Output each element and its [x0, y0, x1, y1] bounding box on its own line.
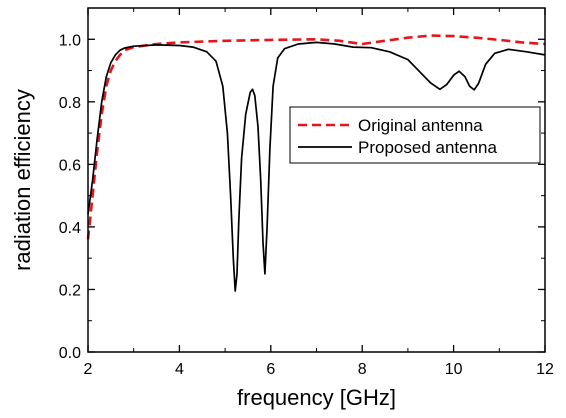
x-tick-label: 6: [266, 361, 275, 378]
x-tick-label: 4: [175, 361, 184, 378]
legend-label-original: Original antenna: [358, 116, 483, 135]
x-axis: 2 4 6 8 10 12: [84, 8, 554, 378]
x-tick-label: 8: [358, 361, 367, 378]
x-axis-label: frequency [GHz]: [237, 385, 396, 410]
series-line-proposed: [87, 41, 546, 292]
y-axis: 0.0 0.2 0.4 0.6 0.8 1.0: [59, 32, 545, 362]
legend-box: [289, 106, 541, 164]
y-axis-label: radiation efficiency: [10, 89, 35, 271]
y-tick-label: 1.0: [59, 32, 81, 49]
legend: Original antenna Proposed antenna: [289, 106, 541, 164]
y-tick-label: 0.8: [59, 95, 81, 112]
y-tick-label: 0.6: [59, 157, 81, 174]
y-tick-label: 0.2: [59, 282, 81, 299]
y-tick-label: 0.4: [59, 220, 81, 237]
x-tick-label: 12: [536, 361, 554, 378]
legend-label-proposed: Proposed antenna: [358, 138, 497, 157]
x-tick-label: 10: [445, 361, 463, 378]
plot-lines: [86, 34, 546, 292]
x-tick-label: 2: [84, 361, 93, 378]
y-tick-label: 0.0: [59, 345, 81, 362]
plot-frame: [87, 7, 546, 353]
series-line-original: [86, 34, 546, 240]
